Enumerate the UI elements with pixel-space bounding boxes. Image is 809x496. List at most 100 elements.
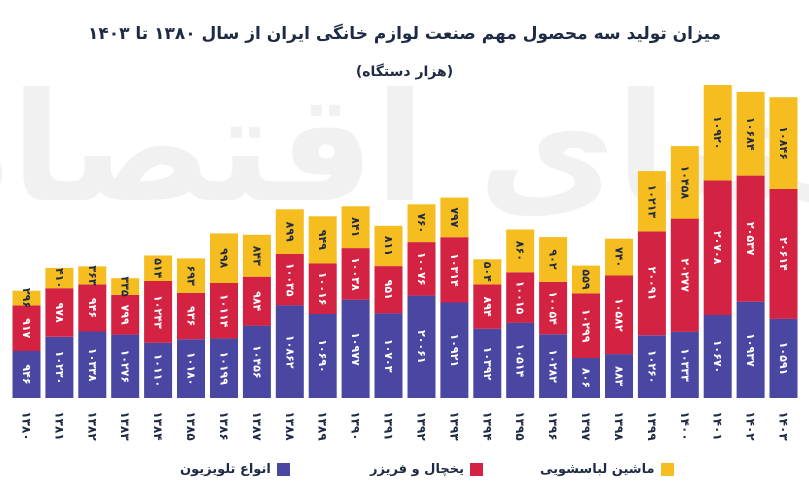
x-tick-label-1: ۱۳۸۱ [52, 411, 66, 440]
bar-s0-5 [177, 339, 205, 398]
data-label-s2-13: ۷۹۷ [448, 207, 461, 227]
data-label-s0-5: ۱۰۱۸۰ [185, 352, 198, 386]
bar-s0-16 [539, 334, 568, 398]
bar-s0-2 [78, 331, 107, 398]
x-tick-label-3: ۱۳۸۳ [118, 411, 132, 441]
bar-s0-6 [210, 338, 238, 398]
x-tick-label-17: ۱۳۹۷ [579, 411, 593, 441]
data-label-s1-15: ۱۰۰۱۵ [514, 281, 527, 315]
bar-s1-1 [45, 288, 74, 337]
data-label-s1-3: ۷۹۹ [119, 305, 132, 325]
x-tick-label-19: ۱۳۹۹ [645, 411, 659, 441]
x-tick-label-0: ۱۳۸۰ [20, 411, 34, 440]
bar-s0-13 [440, 302, 469, 398]
data-label-s2-12: ۷۶۰ [415, 213, 428, 233]
bar-s1-21 [703, 180, 732, 315]
data-label-s1-20: ۲۰۲۷۷ [678, 258, 691, 292]
bar-s0-19 [637, 335, 666, 398]
data-label-s0-15: ۱۰۵۱۴ [514, 344, 527, 378]
data-label-s2-2: ۳۶۳ [86, 265, 99, 285]
data-label-s0-3: ۱۰۲۷۶ [119, 350, 132, 384]
bar-s1-6 [210, 283, 238, 339]
data-label-s1-10: ۱۰۰۳۸ [349, 257, 362, 291]
bar-s0-17 [572, 357, 600, 398]
bar-s1-17 [572, 293, 600, 358]
data-label-s0-16: ۱۰۲۸۲ [547, 349, 560, 383]
data-label-s2-21: ۱۰۹۲۰ [711, 116, 724, 150]
bar-s0-12 [407, 295, 436, 398]
bar-s0-18 [605, 354, 633, 398]
data-label-s0-0: ۹۴۶ [20, 364, 33, 384]
bar-s0-10 [341, 299, 370, 398]
bar-s0-0 [12, 351, 41, 398]
data-label-s2-11: ۸۱۱ [382, 236, 395, 256]
data-label-s0-19: ۱۰۲۶۰ [645, 350, 658, 384]
bar-s2-18 [605, 238, 633, 276]
bar-s2-17 [572, 265, 600, 294]
data-label-s2-14: ۵۰۴ [481, 262, 494, 282]
data-label-s2-23: ۱۰۸۴۶ [777, 126, 790, 160]
data-label-s2-8: ۸۹۹ [283, 222, 296, 242]
data-label-s2-5: ۶۹۳ [185, 266, 198, 286]
bar-s2-1 [45, 267, 74, 289]
bar-s0-11 [374, 313, 403, 398]
bar-s0-9 [308, 314, 337, 398]
x-tick-label-14: ۱۳۹۴ [480, 411, 494, 440]
data-label-s1-1: ۹۷۸ [53, 303, 66, 323]
bar-s1-4 [144, 281, 173, 343]
bar-s2-21 [703, 85, 732, 181]
data-label-s0-8: ۱۰۸۶۲ [283, 335, 296, 369]
bar-s0-3 [111, 334, 140, 398]
bar-s2-15 [506, 229, 535, 273]
bar-s2-13 [440, 197, 469, 238]
bar-s1-22 [736, 175, 765, 302]
bar-s1-9 [308, 263, 337, 314]
bar-s2-3 [111, 278, 140, 295]
data-label-s1-12: ۱۰۰۷۶ [415, 252, 428, 286]
bar-s0-4 [144, 342, 173, 398]
x-tick-label-7: ۱۳۸۷ [250, 411, 264, 441]
x-tick-label-6: ۱۳۸۶ [217, 411, 231, 440]
data-label-s0-21: ۱۰۶۷۰ [711, 340, 724, 374]
x-tick-label-9: ۱۳۸۹ [316, 411, 330, 441]
bar-s2-20 [670, 146, 699, 219]
bar-s2-16 [539, 237, 568, 282]
data-label-s1-23: ۲۰۶۱۴ [777, 237, 790, 271]
legend-swatch-tv [276, 463, 290, 476]
bar-s1-5 [177, 292, 205, 340]
bar-s2-11 [374, 225, 403, 267]
data-label-s0-9: ۱۰۶۹۰ [316, 339, 329, 373]
data-label-s1-19: ۲۰۰۹۱ [645, 267, 658, 301]
data-label-s0-1: ۱۰۲۳۰ [53, 351, 66, 385]
data-label-s1-18: ۱۰۵۸۲ [613, 298, 626, 332]
data-label-s2-6: ۹۹۸ [218, 248, 231, 268]
bar-s2-8 [275, 209, 304, 254]
bar-s1-12 [407, 242, 436, 296]
data-label-s0-17: ۸۰۶ [580, 368, 593, 388]
x-tick-label-22: ۱۴۰۲ [744, 411, 758, 441]
data-label-s1-22: ۲۰۵۳۷ [744, 222, 757, 256]
x-tick-label-12: ۱۳۹۲ [415, 411, 429, 441]
bar-s0-7 [242, 325, 271, 398]
data-label-s2-9: ۹۴۹ [316, 230, 329, 250]
data-label-s1-4: ۱۰۲۴۳ [152, 295, 165, 329]
bar-s2-10 [341, 206, 370, 249]
bar-s1-16 [539, 281, 568, 335]
data-label-s0-22: ۱۰۹۳۷ [744, 333, 757, 367]
data-label-s0-11: ۱۰۷۰۳ [382, 339, 395, 373]
bar-s0-23 [769, 318, 798, 398]
x-tick-label-16: ۱۳۹۶ [546, 411, 560, 440]
data-label-s0-18: ۸۸۳ [613, 366, 626, 386]
data-label-s1-14: ۸۹۴ [481, 297, 494, 317]
x-tick-label-11: ۱۳۹۱ [382, 411, 396, 440]
data-label-s1-21: ۲۰۷۰۸ [711, 231, 724, 265]
data-label-s0-4: ۱۰۱۱۰ [152, 354, 165, 388]
data-label-s1-17: ۱۰۲۹۹ [580, 309, 593, 343]
bar-s1-11 [374, 266, 403, 314]
data-label-s1-16: ۱۰۰۵۴ [547, 291, 560, 325]
data-label-s0-2: ۱۰۳۳۸ [86, 348, 99, 382]
bar-s2-19 [637, 171, 666, 232]
data-label-s1-2: ۹۴۶ [86, 298, 99, 318]
bar-s1-15 [506, 272, 535, 323]
